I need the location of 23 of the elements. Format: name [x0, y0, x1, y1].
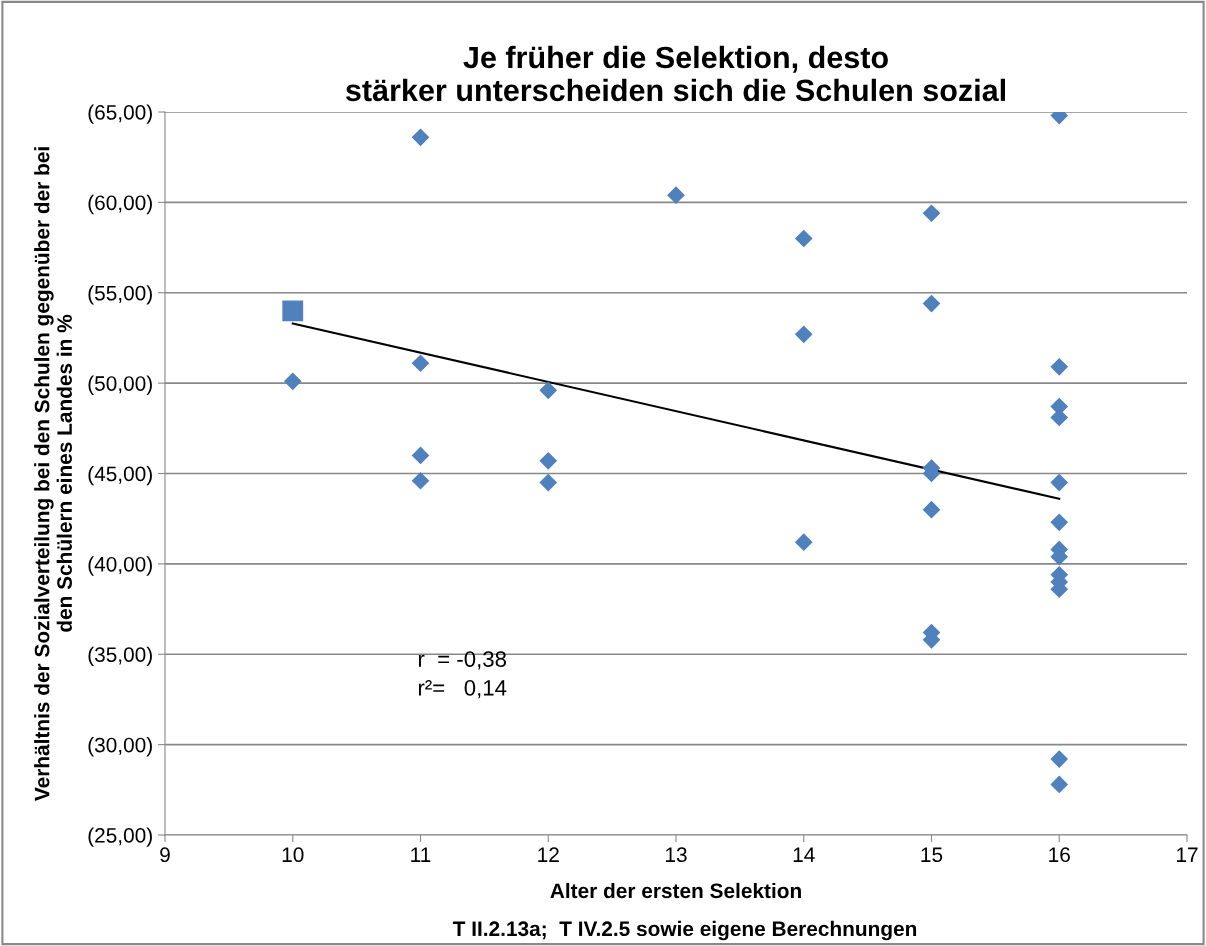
x-tick-label: 13 — [666, 847, 687, 863]
y-tick-label: (55,00) — [88, 285, 152, 305]
x-axis-title: Alter der ersten Selektion — [550, 882, 801, 899]
y-tick-label: (30,00) — [88, 737, 152, 757]
chart-title: Je früher die Selektion, desto stärker unterscheiden sich die Schulen sozial — [345, 45, 1005, 102]
y-tick-label: (25,00) — [88, 827, 152, 847]
y-axis-title: Verhältnis der Sozialverteilung bei den Schulen gegenüber der bei den Schülern eines Landes in % — [34, 147, 72, 801]
x-tick-label: 9 — [160, 847, 170, 863]
y-tick-label: (50,00) — [88, 375, 152, 395]
x-tick-label: 10 — [282, 847, 304, 863]
x-tick-label: 11 — [411, 847, 431, 862]
y-tick-label: (35,00) — [88, 646, 152, 667]
x-tick-label: 16 — [1049, 847, 1070, 863]
y-tick-label: (45,00) — [88, 465, 152, 486]
text: T II.2.13a; T IV.2.5 sowie eigene Berechnungen — [452, 920, 917, 941]
x-tick-label: 12 — [538, 847, 559, 862]
x-tick-label: 15 — [921, 847, 943, 863]
x-tick-label: 14 — [793, 847, 815, 862]
y-tick-label: (65,00) — [88, 104, 152, 124]
annotation: r = -0,38 r²= 0,14 — [418, 651, 507, 699]
x-tick-label: 17 — [1177, 847, 1198, 862]
y-tick-label: (40,00) — [88, 556, 152, 576]
y-tick-label: (60,00) — [88, 194, 152, 215]
